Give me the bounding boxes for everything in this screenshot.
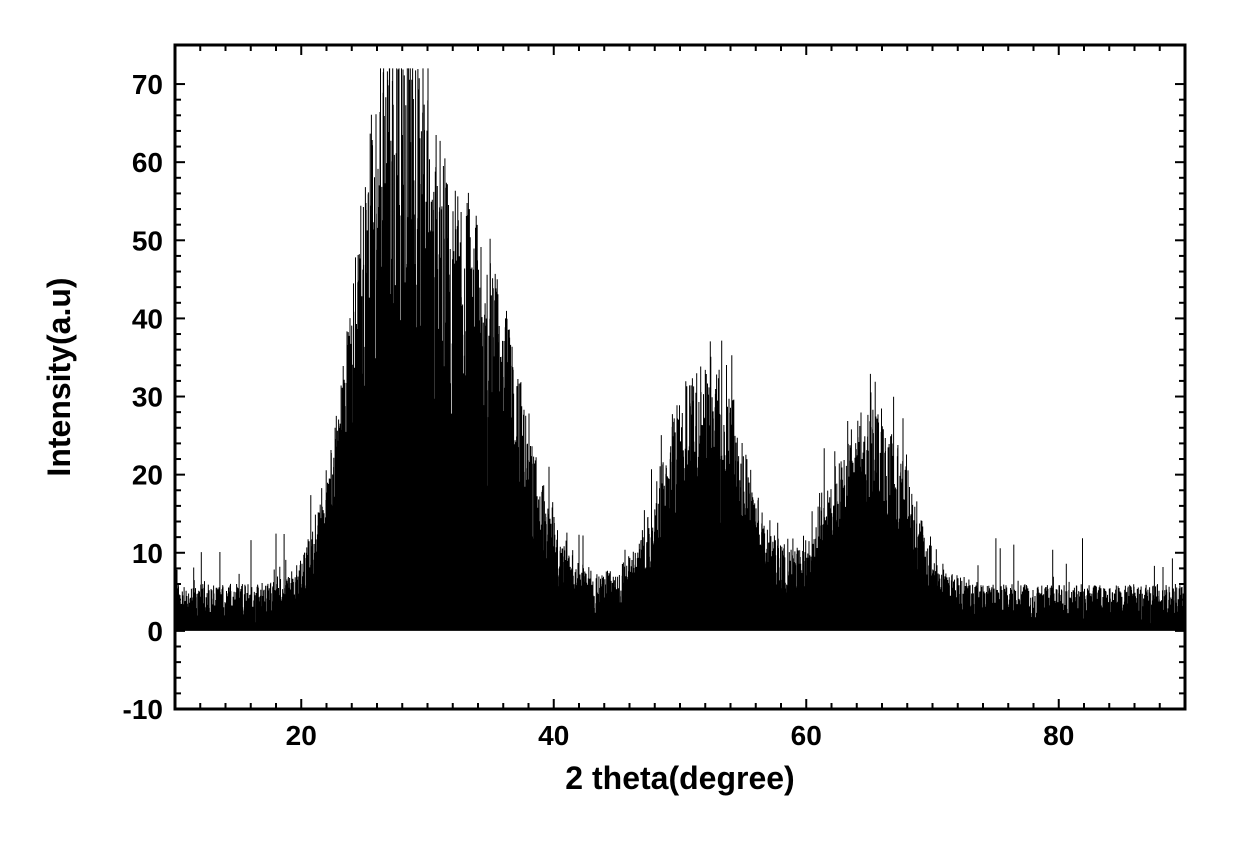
- xrd-spectrum: [175, 68, 1185, 631]
- y-tick-label: 30: [132, 382, 163, 413]
- y-axis-label: Intensity(a.u): [41, 277, 77, 476]
- y-tick-label: 40: [132, 303, 163, 334]
- y-tick-label: 70: [132, 69, 163, 100]
- xrd-chart: 20 40 60 80 -10 0 10 20 30 40 50 60 70 2 theta(degree…: [0, 0, 1240, 850]
- x-axis-label: 2 theta(degree): [565, 760, 794, 796]
- y-tick-label: -10: [123, 694, 163, 725]
- y-tick-label: 60: [132, 147, 163, 178]
- x-tick-label: 20: [286, 720, 317, 751]
- y-tick-label: 0: [147, 616, 163, 647]
- xrd-data: [175, 68, 1185, 631]
- x-tick-label: 60: [791, 720, 822, 751]
- y-tick-label: 50: [132, 225, 163, 256]
- y-tick-label: 20: [132, 460, 163, 491]
- chart-svg: 20 40 60 80 -10 0 10 20 30 40 50 60 70 2 theta(degree…: [0, 0, 1240, 850]
- x-tick-label: 40: [538, 720, 569, 751]
- y-tick-label: 10: [132, 538, 163, 569]
- x-tick-label: 80: [1043, 720, 1074, 751]
